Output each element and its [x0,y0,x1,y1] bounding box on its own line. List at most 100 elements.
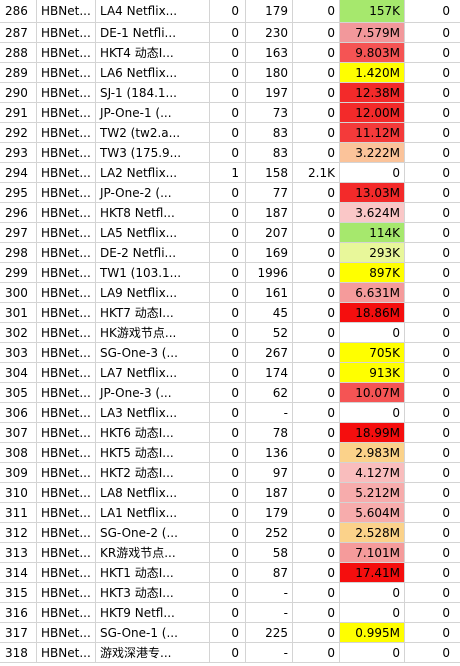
table-row[interactable]: 301 HBNet... HKT7 动态I... 0 45 0 18.86M 0 [0,303,460,323]
row-index-cell: 295 [0,183,37,203]
max-speed-cell: 0 [405,503,460,523]
max-speed-cell: 0 [405,583,460,603]
max-speed-cell: 0 [405,183,460,203]
count-cell: 0 [293,303,340,323]
table-row[interactable]: 310 HBNet... LA8 Netflix... 0 187 0 5.212M 0 [0,483,460,503]
node-name-cell: HKT4 动态I... [96,43,210,63]
count-cell: 0 [293,403,340,423]
ping-cell: - [246,643,293,663]
node-name-cell: LA8 Netflix... [96,483,210,503]
node-name-cell: LA9 Netflix... [96,283,210,303]
max-speed-cell: 0 [405,143,460,163]
row-index-cell: 289 [0,63,37,83]
max-speed-cell: 0 [405,323,460,343]
table-row[interactable]: 312 HBNet... SG-One-2 (... 0 252 0 2.528M 0 [0,523,460,543]
speed-cell: 7.579M [340,23,405,43]
table-row[interactable]: 304 HBNet... LA7 Netflix... 0 174 0 913K 0 [0,363,460,383]
table-row[interactable]: 308 HBNet... HKT5 动态I... 0 136 0 2.983M 0 [0,443,460,463]
table-row[interactable]: 286 HBNet... LA4 Netflix... 0 179 0 157K 0 [0,0,460,23]
table-row[interactable]: 293 HBNet... TW3 (175.9... 0 83 0 3.222M 0 [0,143,460,163]
loss-cell: 1 [210,163,246,183]
max-speed-cell: 0 [405,543,460,563]
table-row[interactable]: 294 HBNet... LA2 Netflix... 1 158 2.1K 0 0 [0,163,460,183]
table-row[interactable]: 295 HBNet... JP-One-2 (... 0 77 0 13.03M 0 [0,183,460,203]
table-row[interactable]: 317 HBNet... SG-One-1 (... 0 225 0 0.995M 0 [0,623,460,643]
ping-cell: 187 [246,203,293,223]
group-cell: HBNet... [37,43,96,63]
table-row[interactable]: 292 HBNet... TW2 (tw2.a... 0 83 0 11.12M 0 [0,123,460,143]
speed-cell: 17.41M [340,563,405,583]
table-row[interactable]: 288 HBNet... HKT4 动态I... 0 163 0 9.803M 0 [0,43,460,63]
node-name-cell: HKT1 动态I... [96,563,210,583]
group-cell: HBNet... [37,383,96,403]
max-speed-cell: 0 [405,103,460,123]
group-cell: HBNet... [37,23,96,43]
table-row[interactable]: 290 HBNet... SJ-1 (184.1... 0 197 0 12.38M 0 [0,83,460,103]
table-row[interactable]: 314 HBNet... HKT1 动态I... 0 87 0 17.41M 0 [0,563,460,583]
table-row[interactable]: 287 HBNet... DE-1 Netfli... 0 230 0 7.579M 0 [0,23,460,43]
table-row[interactable]: 297 HBNet... LA5 Netflix... 0 207 0 114K 0 [0,223,460,243]
node-name-cell: SJ-1 (184.1... [96,83,210,103]
group-cell: HBNet... [37,83,96,103]
table-row[interactable]: 313 HBNet... KR游戏节点... 0 58 0 7.101M 0 [0,543,460,563]
count-cell: 0 [293,143,340,163]
ping-cell: 45 [246,303,293,323]
group-cell: HBNet... [37,143,96,163]
max-speed-cell: 0 [405,163,460,183]
max-speed-cell: 0 [405,203,460,223]
loss-cell: 0 [210,623,246,643]
loss-cell: 0 [210,283,246,303]
table-row[interactable]: 299 HBNet... TW1 (103.1... 0 1996 0 897K 0 [0,263,460,283]
table-row[interactable]: 316 HBNet... HKT9 Netfl... 0-0 0 0 [0,603,460,623]
ping-cell: - [246,403,293,423]
row-index-cell: 316 [0,603,37,623]
node-name-cell: TW1 (103.1... [96,263,210,283]
count-cell: 0 [293,263,340,283]
loss-cell: 0 [210,23,246,43]
group-cell: HBNet... [37,263,96,283]
table-row[interactable]: 311 HBNet... LA1 Netflix... 0 179 0 5.604M 0 [0,503,460,523]
row-index-cell: 309 [0,463,37,483]
speed-cell: 157K [340,0,405,23]
row-index-cell: 293 [0,143,37,163]
group-cell: HBNet... [37,363,96,383]
loss-cell: 0 [210,503,246,523]
table-row[interactable]: 300 HBNet... LA9 Netflix... 0 161 0 6.631M 0 [0,283,460,303]
ping-cell: 267 [246,343,293,363]
max-speed-cell: 0 [405,303,460,323]
table-row[interactable]: 298 HBNet... DE-2 Netfli... 0 169 0 293K 0 [0,243,460,263]
speed-cell: 705K [340,343,405,363]
group-cell: HBNet... [37,123,96,143]
loss-cell: 0 [210,363,246,383]
speed-cell: 4.127M [340,463,405,483]
table-row[interactable]: 305 HBNet... JP-One-3 (... 0 62 0 10.07M 0 [0,383,460,403]
table-row[interactable]: 318 HBNet... 游戏深港专... 0-0 0 0 [0,643,460,663]
speed-cell: 10.07M [340,383,405,403]
ping-cell: 62 [246,383,293,403]
row-index-cell: 307 [0,423,37,443]
loss-cell: 0 [210,183,246,203]
table-row[interactable]: 289 HBNet... LA6 Netflix... 0 180 0 1.420M 0 [0,63,460,83]
speed-cell: 3.624M [340,203,405,223]
table-row[interactable]: 309 HBNet... HKT2 动态I... 0 97 0 4.127M 0 [0,463,460,483]
max-speed-cell: 0 [405,643,460,663]
speed-cell: 12.00M [340,103,405,123]
table-row[interactable]: 315 HBNet... HKT3 动态I... 0-0 0 0 [0,583,460,603]
group-cell: HBNet... [37,283,96,303]
table-row[interactable]: 307 HBNet... HKT6 动态I... 0 78 0 18.99M 0 [0,423,460,443]
group-cell: HBNet... [37,203,96,223]
loss-cell: 0 [210,83,246,103]
table-row[interactable]: 296 HBNet... HKT8 Netfl... 0 187 0 3.624M 0 [0,203,460,223]
table-row[interactable]: 303 HBNet... SG-One-3 (... 0 267 0 705K 0 [0,343,460,363]
loss-cell: 0 [210,103,246,123]
node-name-cell: HKT8 Netfl... [96,203,210,223]
node-name-cell: LA6 Netflix... [96,63,210,83]
count-cell: 0 [293,463,340,483]
group-cell: HBNet... [37,163,96,183]
node-name-cell: HK游戏节点... [96,323,210,343]
table-row[interactable]: 291 HBNet... JP-One-1 (... 0 73 0 12.00M 0 [0,103,460,123]
table-row[interactable]: 306 HBNet... LA3 Netflix... 0-0 0 0 [0,403,460,423]
ping-cell: 197 [246,83,293,103]
table-row[interactable]: 302 HBNet... HK游戏节点... 0 52 0 0 0 [0,323,460,343]
group-cell: HBNet... [37,343,96,363]
